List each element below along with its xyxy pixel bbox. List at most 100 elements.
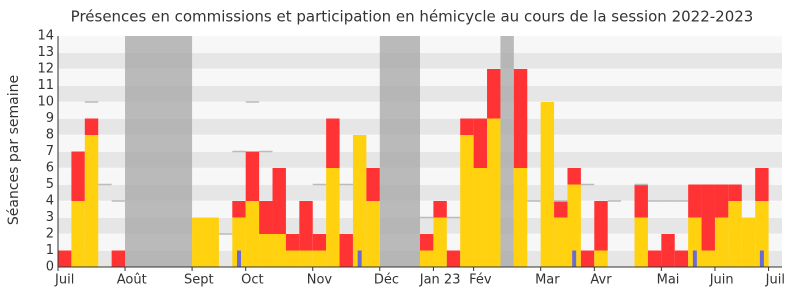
y-tick-label: 13 — [37, 45, 54, 60]
bar — [487, 118, 501, 267]
bar — [594, 250, 608, 267]
x-tick-label: Mar — [535, 273, 560, 288]
bar — [433, 201, 447, 218]
bar — [71, 151, 85, 201]
bar — [352, 135, 367, 267]
y-tick-label: 9 — [46, 111, 54, 126]
y-tick-label: 10 — [37, 95, 54, 110]
bar — [460, 118, 474, 135]
x-tick-label: Juil — [54, 273, 74, 288]
bar — [339, 234, 353, 267]
bar — [540, 102, 555, 267]
vacation-band — [500, 36, 514, 267]
bar — [701, 184, 715, 251]
bar — [245, 151, 260, 201]
bar — [420, 234, 434, 251]
bar — [714, 217, 729, 267]
y-tick-label: 2 — [46, 227, 54, 242]
bar — [487, 69, 501, 119]
chart-title: Présences en commissions et participatio… — [71, 8, 754, 26]
bar — [473, 118, 488, 168]
bar — [366, 168, 380, 201]
bar — [674, 250, 689, 267]
bar — [701, 250, 715, 267]
bar — [420, 250, 434, 267]
bar — [473, 168, 488, 267]
x-tick-label: Juil — [765, 273, 785, 288]
y-tick-label: 8 — [46, 128, 54, 143]
y-tick-label: 14 — [37, 29, 54, 44]
bar — [688, 184, 702, 218]
y-tick-label: 3 — [46, 210, 54, 225]
y-tick-label: 6 — [46, 161, 54, 176]
bar — [433, 217, 447, 267]
bar — [688, 217, 702, 267]
y-tick-label: 11 — [37, 78, 54, 93]
bar — [326, 118, 340, 168]
bar — [299, 250, 313, 267]
x-tick-label: Août — [117, 273, 147, 288]
bar — [513, 168, 528, 267]
bar — [634, 184, 648, 218]
bar — [634, 217, 648, 267]
bar — [111, 250, 126, 267]
bar — [460, 135, 474, 267]
bar — [594, 201, 608, 251]
vacation-band — [379, 36, 420, 267]
bar — [232, 217, 246, 267]
marker — [572, 250, 577, 267]
bar — [728, 184, 742, 201]
y-tick-label: 0 — [46, 260, 54, 275]
bar — [554, 217, 568, 267]
bar — [232, 201, 246, 218]
marker — [759, 250, 764, 267]
bar — [205, 217, 219, 267]
marker — [237, 250, 241, 267]
x-tick-label: Avr — [590, 273, 612, 288]
y-axis-label: Séances par semaine — [6, 75, 22, 225]
bar — [513, 69, 528, 168]
bar — [580, 250, 595, 267]
bar — [312, 234, 327, 251]
bar — [285, 250, 300, 267]
bar — [661, 234, 675, 267]
bar — [741, 217, 756, 267]
x-tick-label: Oct — [241, 273, 263, 288]
marker — [692, 250, 697, 267]
y-tick-label: 1 — [46, 243, 54, 258]
bar — [245, 201, 260, 267]
bar — [285, 234, 300, 251]
bar — [259, 234, 273, 267]
vacation-band — [125, 36, 193, 267]
bar — [312, 250, 327, 267]
bar — [755, 168, 769, 201]
bar — [272, 168, 286, 234]
marker — [357, 250, 362, 267]
bar — [272, 234, 286, 267]
x-tick-label: Jan 23 — [419, 273, 461, 288]
y-tick-label: 12 — [37, 62, 54, 77]
bar — [446, 250, 461, 267]
bar — [755, 201, 769, 267]
x-tick-label: Juin — [709, 273, 734, 288]
y-tick-label: 7 — [46, 144, 54, 159]
bar — [299, 201, 313, 251]
bar — [326, 168, 340, 267]
bar — [714, 184, 729, 218]
x-tick-label: Fév — [469, 273, 492, 288]
bar — [58, 250, 72, 267]
x-tick-label: Nov — [307, 273, 333, 288]
bar — [84, 118, 99, 135]
bar — [567, 184, 581, 267]
x-tick-label: Mai — [657, 273, 680, 288]
y-tick-label: 5 — [46, 177, 54, 192]
bar — [259, 201, 273, 234]
x-tick-label: Déc — [374, 273, 399, 288]
y-tick-label: 4 — [46, 194, 54, 209]
x-tick-label: Sept — [184, 273, 214, 288]
bar — [71, 201, 85, 267]
bar — [567, 168, 581, 185]
bar — [84, 135, 99, 267]
bar — [728, 201, 742, 267]
